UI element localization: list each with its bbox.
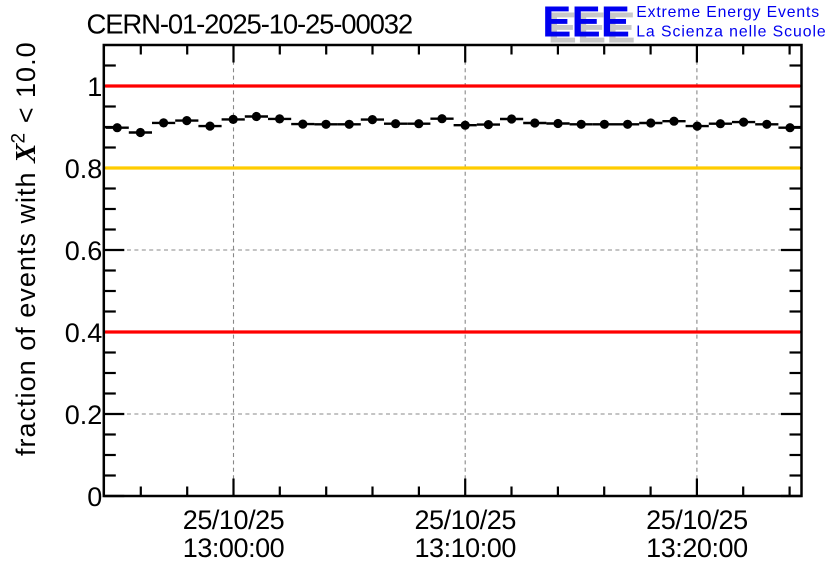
svg-text:13:20:00: 13:20:00 xyxy=(646,533,748,563)
svg-text:La Scienza nelle Scuole: La Scienza nelle Scuole xyxy=(636,24,826,41)
svg-text:25/10/25: 25/10/25 xyxy=(183,505,285,535)
svg-text:Extreme Energy Events: Extreme Energy Events xyxy=(636,4,820,21)
svg-text:13:00:00: 13:00:00 xyxy=(183,533,285,563)
svg-text:0.6: 0.6 xyxy=(65,236,103,266)
svg-text:13:10:00: 13:10:00 xyxy=(414,533,516,563)
svg-text:25/10/25: 25/10/25 xyxy=(646,505,748,535)
svg-text:EEE: EEE xyxy=(548,5,636,53)
svg-text:CERN-01-2025-10-25-00032: CERN-01-2025-10-25-00032 xyxy=(87,9,413,40)
svg-text:0: 0 xyxy=(87,482,102,512)
svg-text:25/10/25: 25/10/25 xyxy=(414,505,516,535)
svg-text:EEE: EEE xyxy=(542,0,630,46)
svg-text:fraction of events with X2 < 1: fraction of events with X2 < 10.0 xyxy=(9,41,43,456)
svg-text:0.8: 0.8 xyxy=(65,154,103,184)
svg-text:1: 1 xyxy=(87,72,102,102)
svg-text:0.2: 0.2 xyxy=(65,400,103,430)
svg-text:0.4: 0.4 xyxy=(65,318,103,348)
